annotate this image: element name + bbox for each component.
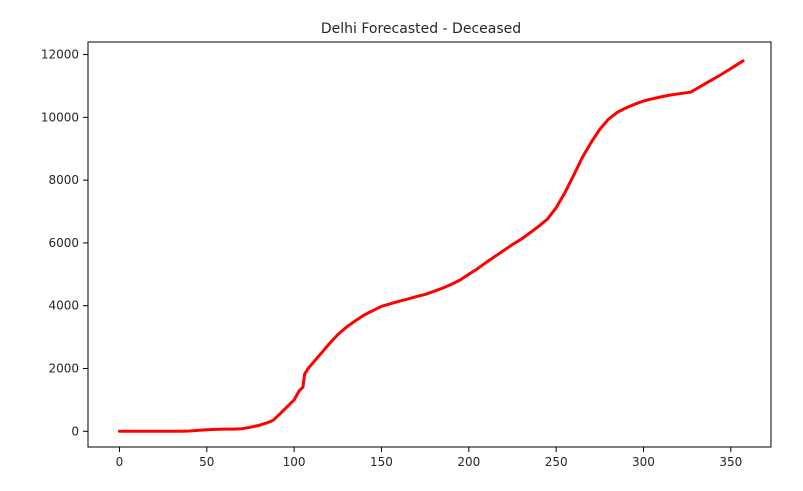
x-tick-label: 0 bbox=[116, 455, 124, 469]
x-tick-label: 150 bbox=[370, 455, 393, 469]
x-tick-label: 50 bbox=[199, 455, 214, 469]
x-tick-label: 200 bbox=[457, 455, 480, 469]
y-tick-label: 10000 bbox=[41, 110, 79, 124]
y-tick-label: 2000 bbox=[48, 362, 79, 376]
x-tick-label: 100 bbox=[283, 455, 306, 469]
y-tick-label: 6000 bbox=[48, 236, 79, 250]
x-tick-label: 250 bbox=[545, 455, 568, 469]
y-tick-label: 0 bbox=[71, 424, 79, 438]
x-tick-label: 350 bbox=[719, 455, 742, 469]
x-tick-label: 300 bbox=[632, 455, 655, 469]
y-tick-label: 12000 bbox=[41, 48, 79, 62]
y-tick-label: 4000 bbox=[48, 299, 79, 313]
y-tick-label: 8000 bbox=[48, 173, 79, 187]
chart-title: Delhi Forecasted - Deceased bbox=[321, 21, 521, 37]
